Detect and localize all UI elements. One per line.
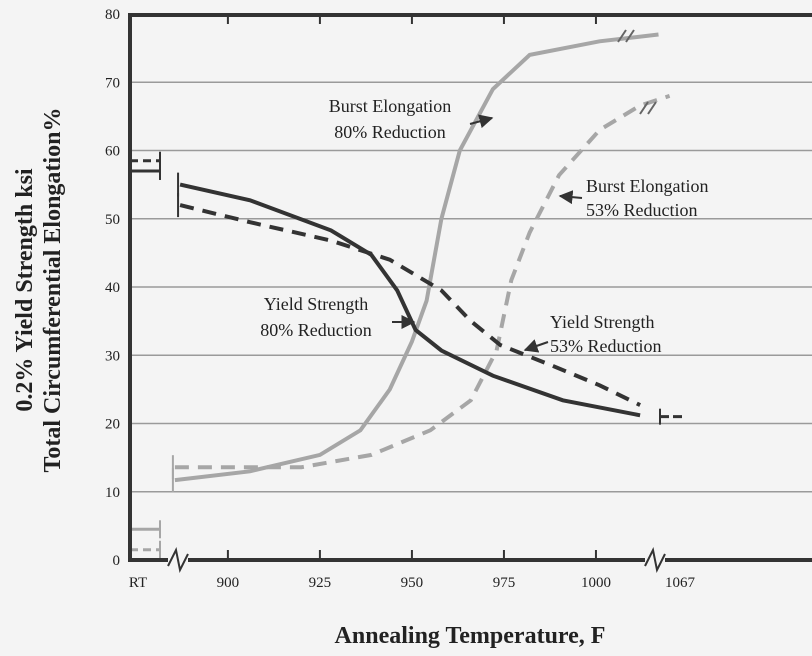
- y-tick-label: 70: [105, 75, 120, 91]
- annotation: 80% Reduction: [260, 320, 371, 340]
- x-tick-label: 900: [217, 575, 240, 591]
- plot-frame: [128, 13, 812, 562]
- y-tick-label: 0: [113, 553, 121, 569]
- y-axis-title: 0.2% Yield Strength ksi: [12, 168, 38, 411]
- annotation: 53% Reduction: [550, 336, 661, 356]
- y-tick-label: 40: [105, 280, 120, 296]
- annotation: 53% Reduction: [586, 200, 697, 220]
- x-tick-label: 925: [309, 575, 332, 591]
- y-axis-title: Total Circumferential Elongation%: [40, 108, 66, 473]
- series-line: [174, 32, 659, 483]
- annotation: Yield Strength: [550, 312, 655, 332]
- series-line: [179, 182, 641, 418]
- y-tick-label: 20: [105, 417, 120, 433]
- series-line: [174, 93, 671, 470]
- x-tick-label: RT: [129, 575, 147, 591]
- annotation-arrow: [523, 339, 549, 353]
- annotation: 80% Reduction: [334, 122, 445, 142]
- annotation: Burst Elongation: [329, 96, 452, 116]
- x-tick-label: 975: [493, 575, 516, 591]
- annotation: Yield Strength: [264, 294, 369, 314]
- x-tick-label: 950: [401, 575, 424, 591]
- y-tick-label: 60: [105, 144, 120, 160]
- y-tick-label: 50: [105, 212, 120, 228]
- axis-breaks: [167, 29, 666, 574]
- annotation-arrow: [469, 114, 494, 129]
- marks: [130, 32, 682, 559]
- y-tick-label: 10: [105, 485, 120, 501]
- annotation-arrow: [558, 190, 583, 205]
- x-tick-label: 1000: [581, 575, 611, 591]
- series-line: [179, 203, 641, 407]
- y-tick-label: 80: [105, 7, 120, 23]
- x-axis-title: Annealing Temperature, F: [335, 623, 606, 649]
- x-tick-label: 1067: [665, 575, 696, 591]
- annotation: Burst Elongation: [586, 176, 709, 196]
- grid: [130, 13, 812, 561]
- y-tick-label: 30: [105, 348, 120, 364]
